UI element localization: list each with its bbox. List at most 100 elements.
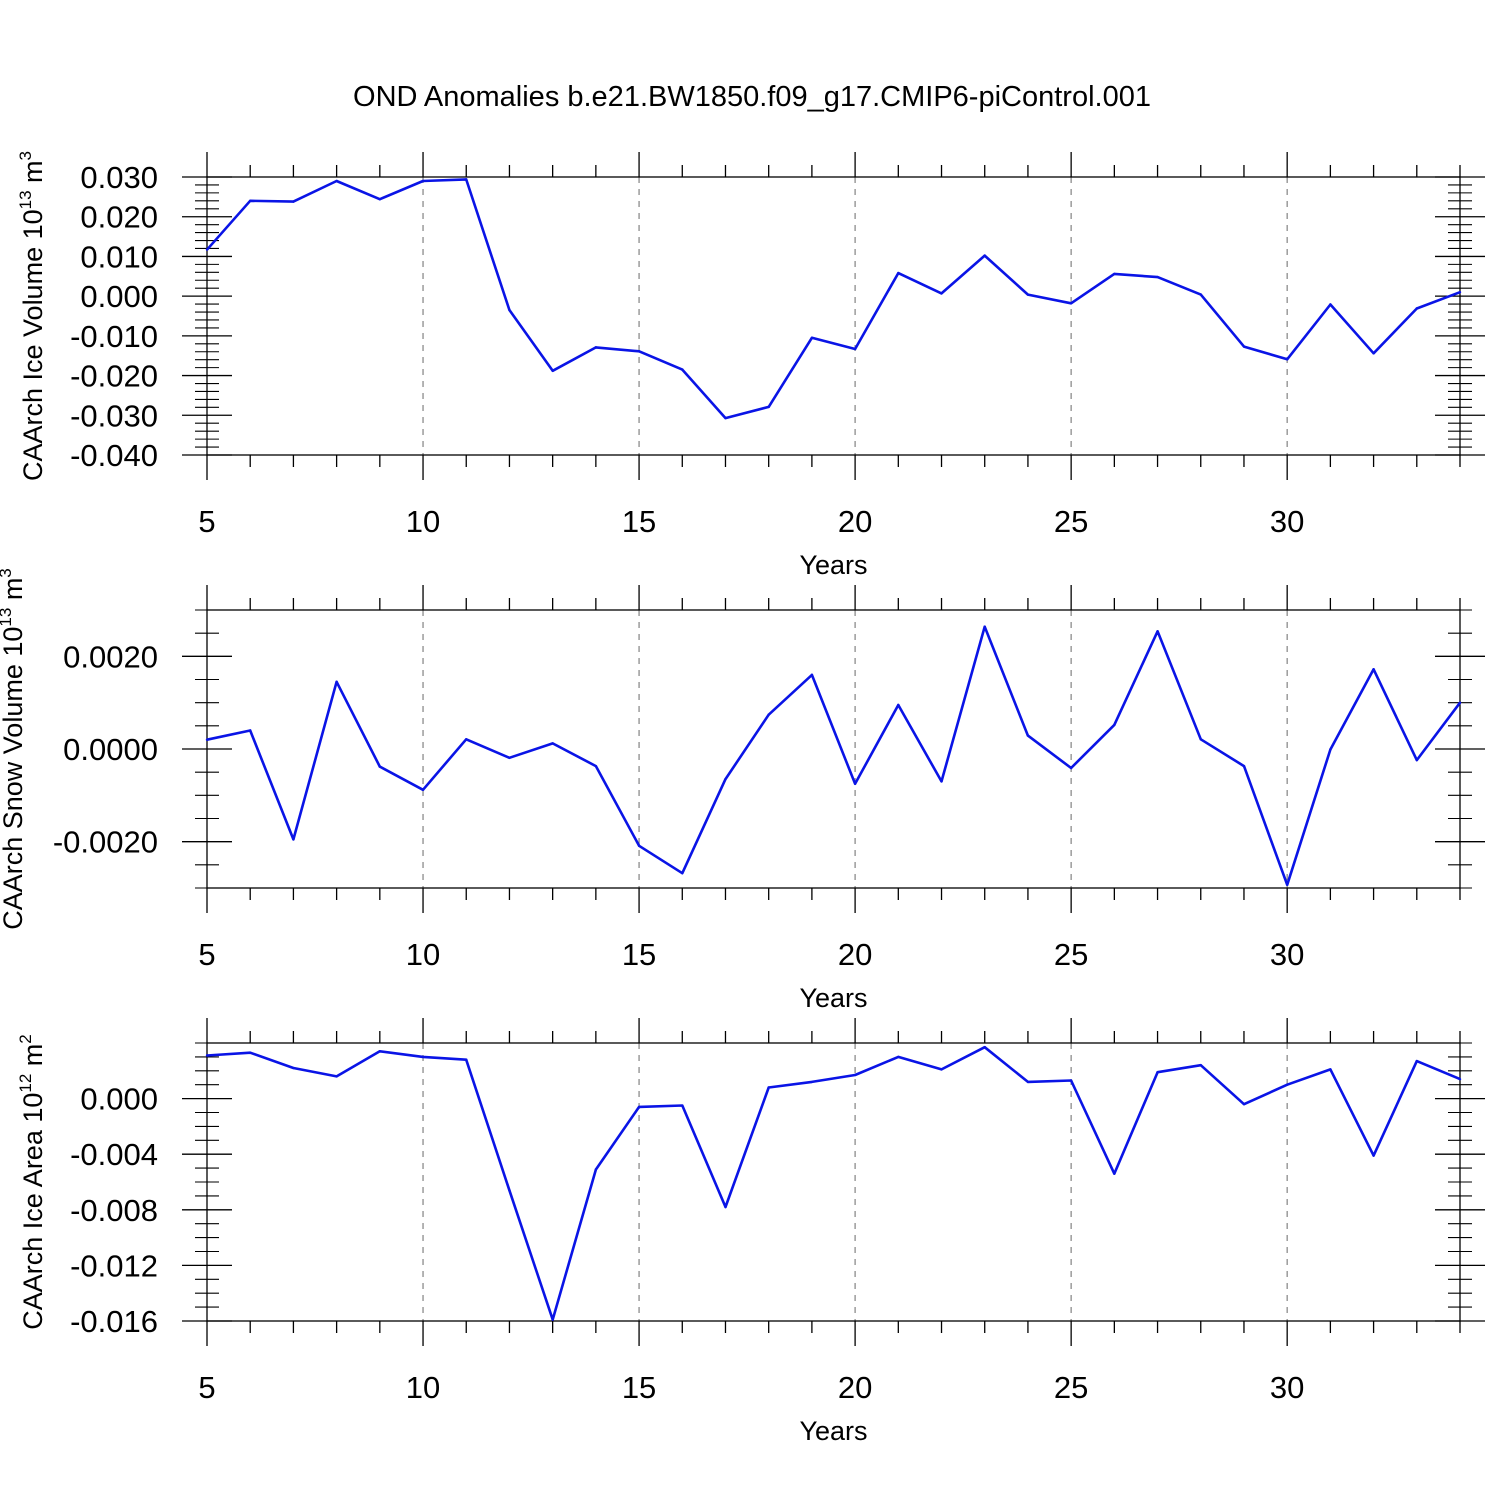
- data-point: [508, 1189, 511, 1192]
- y-tick-label-0.020: 0.020: [80, 200, 158, 235]
- data-point: [1113, 1172, 1116, 1175]
- data-point: [249, 199, 252, 203]
- data-point: [292, 200, 295, 203]
- panel-3: 5 10 15 20 25 30 Years 0.000 -0.004 -0.008 -0.012 -…: [16, 1018, 1485, 1446]
- data-point: [1026, 734, 1030, 737]
- data-point: [897, 703, 900, 707]
- y-tick-label--0.040: -0.040: [70, 438, 158, 473]
- y-axis-label-unit-exponent: 2: [16, 1034, 35, 1043]
- data-point: [378, 1050, 382, 1053]
- data-point: [508, 756, 511, 760]
- data-point: [551, 742, 554, 745]
- data-point: [594, 764, 598, 768]
- data-point: [1199, 738, 1202, 741]
- y-axis-label: CAArch Ice Area 1012 m2: [16, 1034, 48, 1330]
- data-point: [551, 369, 554, 373]
- y-axis-label: CAArch Snow Volume 1013 m3: [0, 568, 28, 930]
- y-axis-label-text: CAArch Snow Volume 10: [0, 627, 28, 930]
- x-tick-label-25: 25: [1054, 1370, 1088, 1405]
- data-point: [378, 765, 382, 768]
- data-point: [1458, 701, 1462, 704]
- data-point: [421, 179, 425, 183]
- y-axis-label-unit: m: [0, 578, 28, 608]
- data-point: [1069, 302, 1073, 305]
- data-point: [1242, 345, 1246, 348]
- data-point: [637, 1105, 641, 1109]
- data-point: [1156, 275, 1159, 279]
- data-point: [205, 248, 209, 251]
- y-tick-label--0.010: -0.010: [70, 319, 158, 354]
- data-point: [724, 777, 727, 781]
- data-point: [983, 625, 986, 628]
- data-point: [1415, 758, 1418, 762]
- data-point: [205, 1054, 209, 1057]
- data-point: [767, 713, 770, 716]
- series-line-1: [206, 1045, 1461, 1321]
- data-point: [1242, 764, 1246, 768]
- data-point: [853, 782, 857, 785]
- x-axis-label: Years: [799, 1416, 867, 1446]
- x-tick-label-20: 20: [838, 1370, 872, 1405]
- data-point: [810, 1080, 814, 1084]
- y-tick-label--0.012: -0.012: [70, 1248, 158, 1283]
- y-tick-label-0.030: 0.030: [80, 160, 158, 195]
- data-point: [1458, 1077, 1462, 1081]
- data-point: [1372, 352, 1375, 355]
- y-axis-label-exponent: 12: [16, 1074, 35, 1093]
- data-point: [724, 416, 727, 420]
- y-tick-label-0.000: 0.000: [80, 1082, 158, 1117]
- y-axis-label-exponent: 13: [16, 190, 35, 209]
- data-point: [1069, 766, 1073, 770]
- data-point: [465, 178, 468, 181]
- data-point: [1242, 1102, 1246, 1106]
- y-axis-label-text: CAArch Ice Volume 10: [18, 209, 48, 481]
- data-point: [1026, 1080, 1030, 1084]
- data-point: [1285, 358, 1289, 361]
- data-point: [335, 1075, 338, 1078]
- y-axis-label-unit-exponent: 3: [16, 151, 35, 160]
- data-point: [637, 350, 641, 353]
- x-tick-label-5: 5: [198, 504, 215, 539]
- data-point: [1415, 307, 1418, 310]
- data-point: [681, 368, 684, 371]
- y-tick-label--0.004: -0.004: [70, 1137, 158, 1172]
- x-tick-label-20: 20: [838, 504, 872, 539]
- data-point: [508, 308, 511, 312]
- data-point: [853, 347, 857, 351]
- x-tick-label-15: 15: [622, 504, 656, 539]
- x-tick-label-30: 30: [1270, 504, 1304, 539]
- data-point: [249, 1051, 252, 1054]
- data-point: [810, 673, 814, 677]
- data-point: [1026, 293, 1030, 296]
- x-tick-label-10: 10: [406, 504, 440, 539]
- y-axis-label: CAArch Ice Volume 1013 m3: [16, 151, 48, 481]
- data-point: [1285, 1083, 1289, 1086]
- figure-title: OND Anomalies b.e21.BW1850.f09_g17.CMIP6…: [353, 81, 1151, 113]
- y-axis-label-text: CAArch Ice Area 10: [18, 1093, 48, 1330]
- data-point: [1372, 668, 1375, 671]
- data-point: [810, 336, 814, 340]
- data-point: [1458, 290, 1462, 294]
- series-line-1: [206, 625, 1462, 887]
- data-point: [551, 1318, 554, 1321]
- x-tick-label-15: 15: [622, 937, 656, 972]
- panels: 5 10 15 20 25 30Years0.0300.0200.0100.000-0.0…: [0, 151, 1485, 1446]
- data-point: [1415, 1059, 1418, 1063]
- data-point: [767, 405, 770, 409]
- data-point: [940, 1068, 943, 1071]
- data-point: [205, 738, 209, 741]
- data-point: [681, 871, 684, 875]
- data-point: [465, 738, 468, 741]
- y-axis-label-unit: m: [18, 1044, 48, 1074]
- data-point: [853, 1073, 857, 1077]
- data-point: [1329, 1068, 1332, 1071]
- data-point: [940, 292, 943, 295]
- data-point: [292, 1066, 295, 1070]
- data-point: [421, 1055, 425, 1059]
- data-point: [983, 254, 986, 257]
- x-tick-label-25: 25: [1054, 504, 1088, 539]
- y-tick-label--0.0020: -0.0020: [53, 825, 158, 860]
- data-point: [940, 780, 943, 783]
- data-point: [1156, 1070, 1159, 1074]
